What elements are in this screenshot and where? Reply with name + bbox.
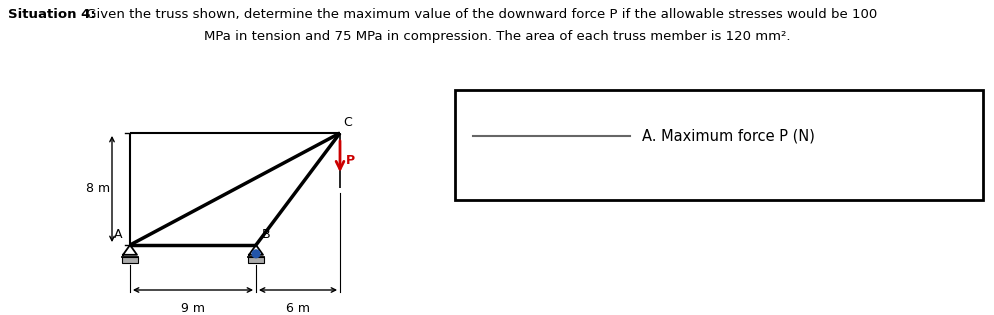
Text: 9 m: 9 m <box>181 302 205 315</box>
Text: A. Maximum force P (N): A. Maximum force P (N) <box>642 129 815 144</box>
Bar <box>122 257 138 263</box>
Text: 8 m: 8 m <box>85 182 110 196</box>
Text: Situation 4:: Situation 4: <box>8 8 95 21</box>
Bar <box>248 257 263 263</box>
Text: Given the truss shown, determine the maximum value of the downward force P if th: Given the truss shown, determine the max… <box>82 8 878 21</box>
Text: A: A <box>113 228 122 241</box>
Text: MPa in tension and 75 MPa in compression. The area of each truss member is 120 m: MPa in tension and 75 MPa in compression… <box>204 30 790 43</box>
Bar <box>455 90 983 200</box>
Text: C: C <box>344 116 353 129</box>
Text: B: B <box>261 228 270 241</box>
Circle shape <box>252 250 259 258</box>
Text: 6 m: 6 m <box>286 302 310 315</box>
Text: P: P <box>346 154 355 167</box>
